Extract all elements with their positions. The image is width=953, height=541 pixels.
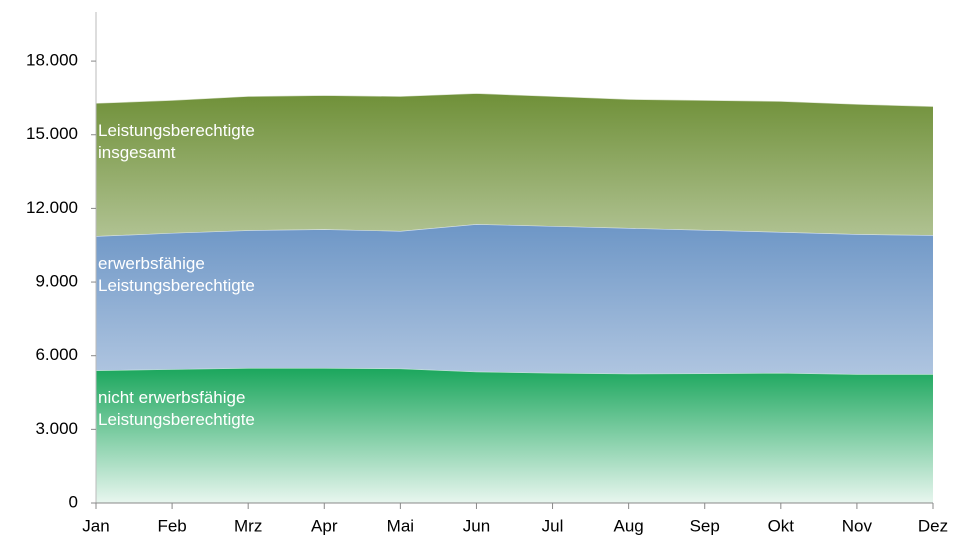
series-label: Leistungsberechtigte insgesamt	[98, 121, 255, 163]
series-label: erwerbsfähige Leistungsberechtigte	[98, 254, 255, 296]
y-tick-label: 0	[69, 492, 78, 511]
area	[96, 224, 933, 375]
area	[96, 93, 933, 237]
x-tick-label: Mrz	[234, 516, 262, 535]
y-tick-label: 18.000	[26, 51, 78, 70]
x-tick-label: Dez	[918, 516, 948, 535]
area	[96, 367, 933, 503]
x-tick-label: Sep	[690, 516, 720, 535]
y-tick-label: 12.000	[26, 198, 78, 217]
x-tick-label: Jul	[542, 516, 564, 535]
x-tick-label: Feb	[157, 516, 186, 535]
x-tick-label: Apr	[311, 516, 338, 535]
x-tick-label: Jun	[463, 516, 490, 535]
y-tick-label: 3.000	[35, 419, 78, 438]
x-tick-label: Jan	[82, 516, 109, 535]
x-tick-label: Aug	[614, 516, 644, 535]
x-tick-label: Mai	[387, 516, 414, 535]
y-tick-label: 6.000	[35, 345, 78, 364]
y-tick-label: 15.000	[26, 124, 78, 143]
x-tick-label: Okt	[768, 516, 795, 535]
y-tick-label: 9.000	[35, 272, 78, 291]
series-label: nicht erwerbsfähige Leistungsberechtigte	[98, 388, 255, 430]
area-edge	[95, 92, 934, 107]
x-tick-label: Nov	[842, 516, 873, 535]
